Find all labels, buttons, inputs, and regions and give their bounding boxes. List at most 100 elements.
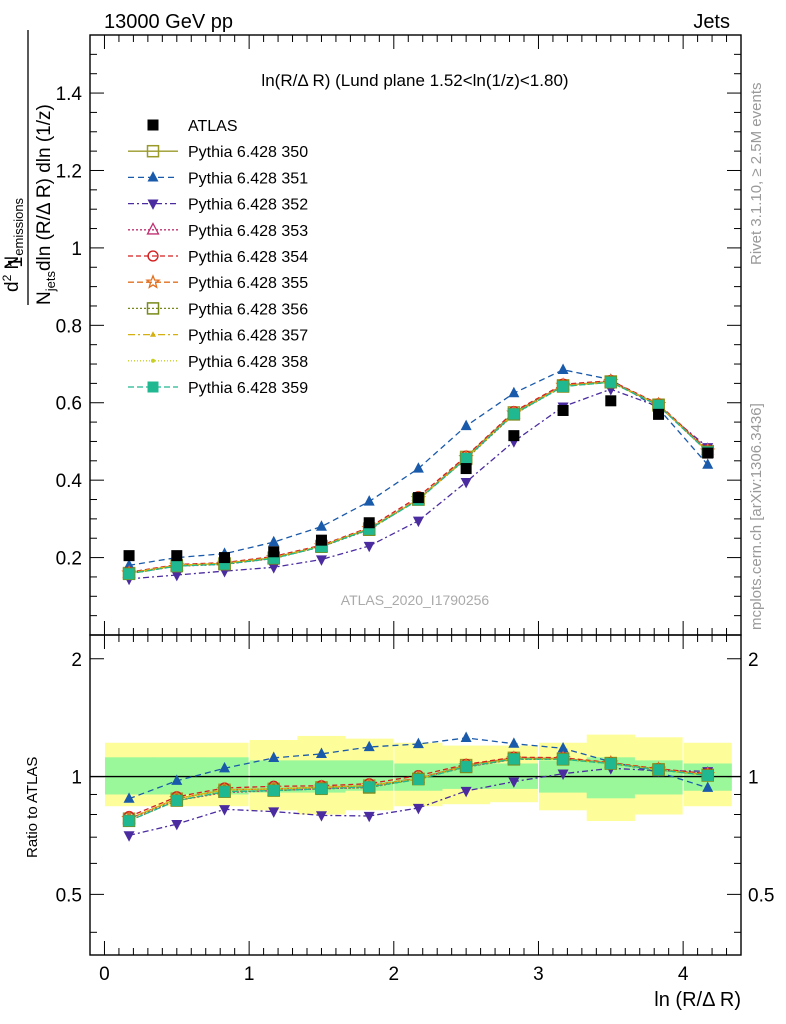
y-tick-label: 1.2: [56, 161, 82, 182]
atlas-point: [460, 463, 472, 475]
legend-label: Pythia 6.428 357: [188, 328, 308, 345]
legend-marker: [147, 199, 159, 210]
ratio-point-359: [460, 761, 472, 773]
ratio-tick-label-right: 1: [748, 768, 759, 789]
legend-label: Pythia 6.428 354: [188, 249, 308, 266]
atlas-point: [412, 492, 424, 504]
legend-entry-351: Pythia 6.428 351: [128, 170, 308, 187]
atlas-point: [363, 517, 375, 529]
series-point-351: [557, 363, 569, 374]
ratio-point-359: [363, 781, 375, 793]
legend-entry-atlas: ATLAS: [147, 118, 238, 135]
atlas-point: [557, 404, 569, 416]
legend-entry-352: Pythia 6.428 352: [128, 197, 308, 214]
header-left: 13000 GeV pp: [104, 11, 233, 33]
series-point-352: [171, 570, 183, 582]
ratio-point-351: [171, 774, 183, 785]
main-axes: 0.2 0.4 0.6 0.8 1 1.2 1.4: [56, 53, 741, 636]
y-tick-label: 0.2: [56, 549, 82, 570]
ratio-point-359: [268, 785, 280, 797]
series-point-359: [508, 408, 520, 420]
y-tick-label: 1: [71, 239, 82, 260]
ratio-point-352: [123, 831, 135, 842]
y-tick-label: 0.8: [56, 316, 82, 337]
series-point-351: [412, 462, 424, 473]
y-axis-title-ratio: Ratio to ATLAS: [24, 757, 41, 858]
ratio-point-352: [557, 769, 569, 780]
series-line-354: [128, 380, 709, 573]
legend-marker: [149, 331, 157, 337]
ratio-point-359: [557, 753, 569, 765]
series-point-359: [605, 376, 617, 388]
svg-text:d2 Nemissions: d2 Nemissions: [0, 197, 26, 292]
legend-marker: [146, 144, 160, 158]
series-point-352: [268, 563, 280, 574]
legend-marker: [147, 250, 159, 262]
legend-entry-350: Pythia 6.428 350: [128, 144, 308, 161]
legend-marker: [151, 358, 155, 363]
series-point-359: [653, 399, 665, 411]
series-point-359: [171, 560, 183, 572]
legend-label: Pythia 6.428 359: [188, 380, 308, 397]
ratio-point-351: [702, 781, 714, 792]
y-tick-label: 0.6: [56, 394, 82, 415]
ratio-point-359: [605, 758, 617, 770]
ratio-point-352: [219, 805, 231, 816]
main-panel: 0.2 0.4 0.6 0.8 1 1.2 1.4: [56, 34, 742, 636]
ratio-point-352: [363, 811, 375, 823]
legend-entry-354: Pythia 6.428 354: [128, 249, 308, 266]
legend-entry-356: Pythia 6.428 356: [128, 301, 308, 318]
legend-marker: [146, 302, 160, 315]
series-point-359: [557, 380, 569, 392]
legend-label: Pythia 6.428 351: [188, 170, 308, 187]
atlas-point: [315, 534, 327, 546]
atlas-point: [605, 395, 617, 407]
legend-entry-355: Pythia 6.428 355: [128, 274, 308, 292]
ratio-band-inner: [104, 757, 154, 795]
ratio-point-359: [653, 764, 665, 776]
main-series: [121, 363, 716, 586]
plot-title: ln(R/Δ R) (Lund plane 1.52<ln(1/z)<1.80): [261, 71, 568, 90]
series-line-352: [129, 388, 709, 580]
ratio-tick-label-left: 0.5: [56, 885, 82, 906]
series-point-359: [268, 552, 280, 564]
x-tick-label: 0: [99, 964, 110, 985]
legend-entry-358: Pythia 6.428 358: [128, 354, 308, 371]
series-point-359: [363, 523, 375, 535]
atlas-point: [702, 447, 714, 459]
atlas-point: [268, 546, 280, 558]
series-point-351: [123, 558, 135, 570]
legend-marker: [147, 171, 159, 182]
legend-marker: [146, 222, 160, 235]
legend-label: Pythia 6.428 355: [188, 275, 308, 292]
ratio-point-351: [412, 737, 424, 749]
ratio-point-351: [315, 747, 327, 758]
x-tick-label: 3: [533, 964, 544, 985]
legend: ATLAS Pythia 6.428 350 Pythia 6.428 351 Pyt…: [128, 118, 308, 397]
x-axis-title: ln (R/Δ R): [654, 989, 741, 1011]
ratio-point-351: [123, 792, 135, 803]
atlas-point: [123, 550, 135, 562]
ratio-point-352: [315, 811, 327, 822]
legend-label: Pythia 6.428 356: [188, 301, 308, 318]
ratio-tick-label-left: 2: [71, 650, 82, 671]
series-point-352: [363, 541, 375, 553]
svg-text:Njetsdln (R/Δ R) dln (1/z): Njetsdln (R/Δ R) dln (1/z): [34, 104, 58, 305]
ratio-point-359: [123, 815, 135, 827]
x-tick-label: 1: [244, 964, 255, 985]
atlas-point: [219, 552, 231, 564]
series-line-359: [128, 381, 709, 575]
ratio-series: [121, 731, 716, 842]
legend-label: Pythia 6.428 352: [188, 197, 308, 214]
series-point-352: [315, 555, 327, 566]
series-point-351: [460, 419, 472, 431]
legend-label: Pythia 6.428 350: [188, 144, 308, 161]
legend-label: Pythia 6.428 358: [188, 354, 308, 371]
ratio-point-351: [460, 731, 472, 742]
series-line-350: [128, 380, 709, 574]
y-tick-label: 1.4: [56, 84, 83, 105]
series-point-351: [702, 458, 714, 469]
atlas-point: [653, 408, 665, 420]
ratio-point-359: [219, 786, 231, 798]
ratio-point-351: [268, 751, 280, 762]
